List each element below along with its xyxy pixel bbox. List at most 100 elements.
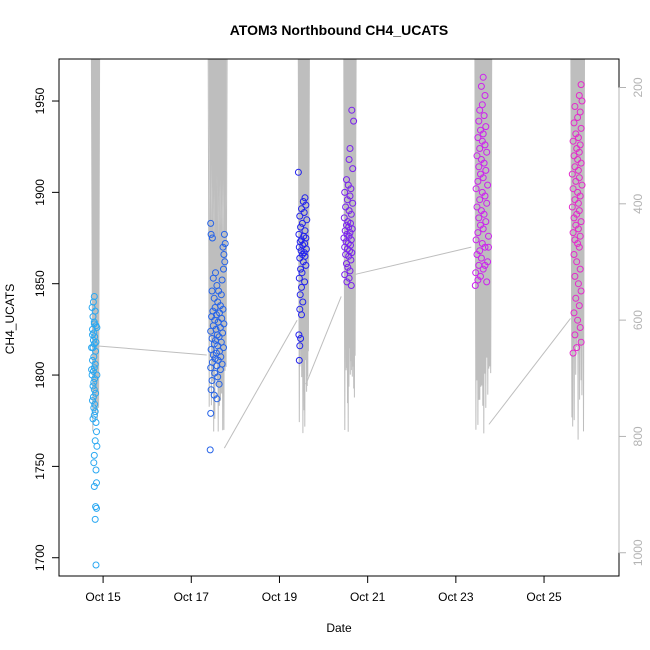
x-tick-label: Oct 19 (262, 590, 298, 604)
data-point (208, 377, 216, 384)
data-point (574, 316, 582, 324)
data-point (572, 177, 580, 185)
data-point (295, 230, 303, 238)
series-flight-2 (206, 219, 229, 454)
transit-line-2 (223, 319, 298, 449)
data-point (578, 181, 586, 189)
data-point (569, 137, 577, 145)
data-point (207, 386, 215, 394)
data-point (343, 278, 351, 286)
data-point (481, 192, 489, 200)
data-point (571, 272, 579, 280)
series-flight-3 (294, 168, 311, 364)
data-point (296, 212, 304, 220)
x-tick-label: Oct 17 (174, 590, 210, 604)
data-point (473, 203, 481, 211)
data-point (207, 230, 215, 238)
data-point (477, 82, 485, 90)
data-point (219, 305, 227, 313)
data-point (483, 148, 491, 156)
y-tick-label: 1850 (33, 270, 47, 297)
data-point (472, 185, 480, 193)
series-flight-4 (340, 106, 358, 289)
data-point (295, 274, 303, 282)
data-point (474, 276, 482, 284)
data-point (207, 409, 215, 417)
data-point (568, 203, 576, 211)
right-tick-label: 600 (631, 310, 645, 330)
data-point (474, 177, 482, 185)
data-point (481, 141, 489, 149)
data-point (299, 298, 307, 306)
data-point (480, 159, 488, 167)
data-point (93, 504, 100, 512)
data-point (341, 188, 349, 196)
data-point (345, 252, 353, 260)
data-point (303, 216, 311, 224)
transit-line-3 (305, 296, 342, 385)
data-point (92, 561, 100, 569)
data-point (569, 229, 577, 237)
data-point (476, 145, 484, 152)
data-point (471, 282, 479, 289)
data-point (569, 185, 577, 193)
data-point (574, 156, 582, 163)
data-point (210, 340, 218, 348)
data-point (297, 265, 305, 273)
data-point (206, 446, 214, 454)
data-point (92, 389, 100, 397)
data-point (473, 251, 481, 258)
data-point (220, 265, 227, 273)
data-point (90, 483, 98, 490)
data-point (481, 92, 489, 99)
data-point (483, 199, 491, 207)
data-point (89, 397, 96, 405)
data-point (577, 81, 585, 89)
data-point (298, 311, 305, 319)
data-point (481, 243, 489, 251)
data-point (219, 243, 227, 251)
data-point (91, 515, 99, 523)
data-point (298, 283, 305, 291)
data-point (571, 163, 579, 171)
data-point (295, 331, 303, 339)
data-point (207, 364, 215, 372)
data-point (340, 214, 348, 222)
data-point (577, 124, 585, 132)
data-point (479, 73, 487, 81)
data-point (90, 378, 98, 386)
series-flight-1 (88, 293, 101, 569)
data-point (570, 251, 578, 258)
data-point (484, 181, 492, 189)
data-point (215, 380, 223, 388)
data-point (344, 263, 352, 271)
data-point (477, 254, 485, 262)
data-point (570, 152, 578, 160)
data-point (576, 265, 584, 273)
data-point (210, 294, 218, 302)
data-point (345, 207, 353, 215)
data-point (89, 382, 97, 390)
data-point (208, 287, 216, 295)
data-point (474, 134, 482, 142)
data-point (577, 159, 585, 167)
data-point (302, 261, 310, 269)
profile-trace-2 (207, 58, 228, 432)
data-point (480, 112, 488, 120)
data-point (475, 163, 483, 171)
data-point (296, 291, 304, 299)
data-point (478, 101, 486, 109)
transit-line-1 (96, 345, 207, 356)
data-point (348, 106, 356, 114)
data-point (216, 366, 224, 374)
data-point (346, 145, 354, 152)
data-point (91, 375, 99, 383)
data-point (340, 234, 348, 242)
data-point (214, 373, 222, 381)
data-point (345, 274, 353, 282)
data-point (574, 134, 582, 142)
data-point (482, 123, 490, 131)
profile-trace-4 (343, 58, 357, 432)
y-tick-label: 1900 (33, 179, 47, 206)
